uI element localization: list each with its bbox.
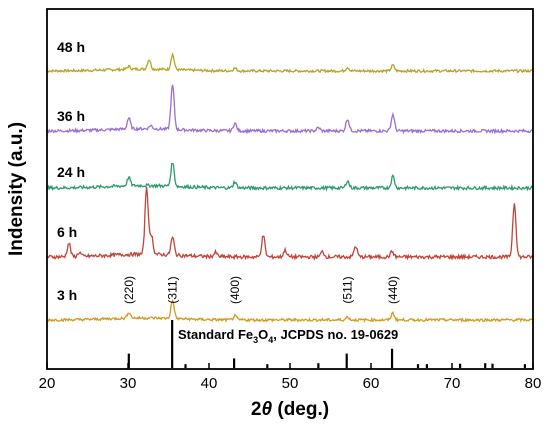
reference-label: Standard Fe3O4, JCPDS no. 19-0629 — [178, 327, 398, 345]
series-label: 6 h — [57, 224, 77, 240]
hkl-annotation: (511) — [341, 276, 355, 303]
series-label: 3 h — [57, 287, 77, 303]
x-tick-label: 30 — [120, 375, 137, 392]
y-axis-label: Indensity (a.u.) — [6, 122, 27, 256]
series-label: 36 h — [57, 108, 85, 124]
hkl-annotation: (440) — [386, 276, 400, 304]
series-line-48h — [46, 52, 534, 74]
series-line-24h — [46, 162, 534, 192]
hkl-annotation: (220) — [122, 276, 136, 304]
x-axis-label: 2θ (deg.) — [251, 399, 329, 420]
series-line-6h — [46, 186, 534, 261]
hkl-annotation: (400) — [228, 276, 242, 304]
x-tick-label: 80 — [525, 375, 542, 392]
series-label: 24 h — [57, 164, 85, 180]
hkl-annotation: (311) — [166, 276, 180, 303]
x-tick-label: 40 — [201, 375, 218, 392]
plot-content: 48 h 36 h 24 h 6 h 3 h (220) (311) (400) (511) (4… — [46, 39, 534, 368]
series-line-36h — [46, 84, 534, 135]
x-tick-label: 50 — [282, 375, 299, 392]
x-axis-ticks: 20 30 40 50 60 70 80 — [39, 363, 542, 392]
x-tick-label: 20 — [39, 375, 56, 392]
series-line-3h — [46, 298, 534, 324]
x-tick-label: 60 — [363, 375, 380, 392]
x-tick-label: 70 — [444, 375, 461, 392]
series-label: 48 h — [57, 39, 85, 55]
